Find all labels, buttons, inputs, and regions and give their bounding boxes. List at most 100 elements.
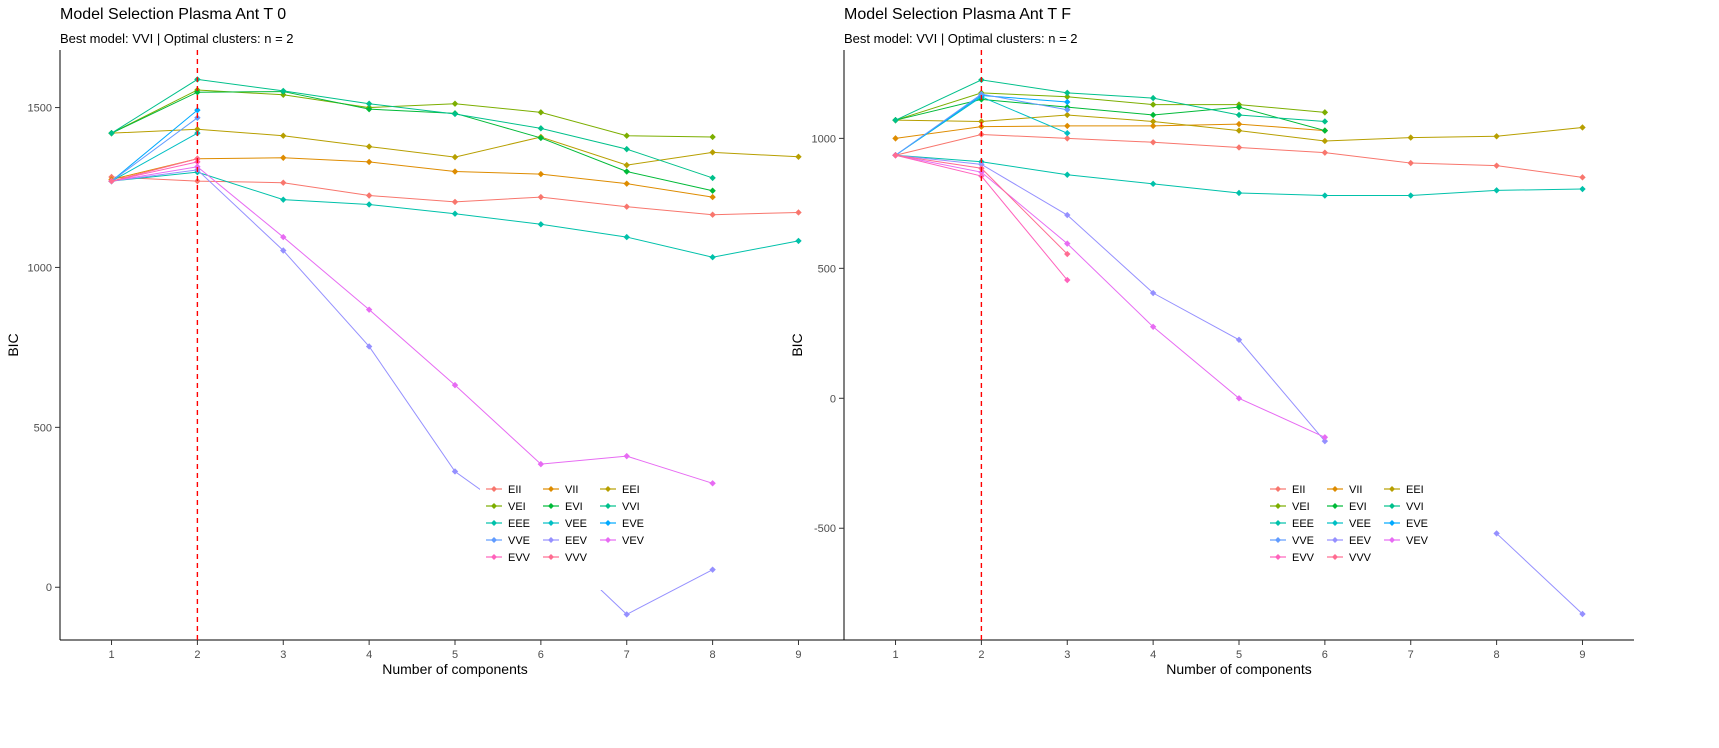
data-point-vii — [892, 135, 899, 142]
legend-label-vve: VVE — [1292, 535, 1314, 547]
series-line-vei — [895, 92, 1325, 121]
data-point-vev — [623, 452, 630, 460]
legend-background — [1264, 478, 1449, 590]
legend-key-point — [1389, 537, 1395, 543]
series-line-evi — [895, 98, 1326, 132]
chart-plot-right: 1 2 3 4 5 6 7 8 9 -500 0 500 1000 Number of component… — [789, 50, 1634, 677]
x-tick-label: 5 — [1236, 649, 1242, 661]
legend-key-point — [1275, 520, 1281, 526]
x-tick-label: 2 — [978, 649, 984, 661]
data-point-evi — [1321, 127, 1329, 134]
data-point-vev — [1064, 240, 1071, 247]
legend-key-point — [1275, 537, 1281, 543]
data-point-vii — [537, 170, 545, 178]
data-point-vee — [1064, 129, 1071, 137]
data-point-eii — [623, 203, 630, 210]
data-point-eii — [1493, 162, 1500, 169]
data-point-vii — [280, 154, 287, 161]
series-line-evv — [111, 161, 198, 182]
legend-key-point — [1275, 503, 1281, 509]
data-point-eei — [1579, 124, 1586, 131]
data-point-eev — [1064, 211, 1071, 219]
data-point-eev — [1579, 610, 1586, 618]
data-point-eee — [537, 221, 545, 228]
data-point-eev — [1321, 437, 1329, 445]
data-point-eee — [1579, 185, 1586, 193]
legend-key-point — [1332, 503, 1338, 509]
x-axis-label: Number of components — [382, 661, 528, 677]
data-point-eei — [1064, 111, 1071, 119]
data-point-eev — [709, 566, 716, 573]
data-point-evi — [194, 89, 201, 96]
legend-label-vei: VEI — [1292, 501, 1310, 513]
legend-key-point — [605, 537, 611, 543]
y-tick-label: 500 — [34, 422, 52, 434]
x-tick-label: 4 — [1150, 649, 1156, 661]
data-point-vei — [451, 100, 459, 107]
data-point-eii — [1579, 174, 1586, 181]
legend-key-point — [1332, 537, 1338, 543]
legend-key-point — [605, 503, 611, 509]
data-point-evi — [623, 168, 630, 175]
legend-label-eee: EEE — [1292, 518, 1314, 530]
legend-label-evi: EVI — [565, 501, 583, 513]
data-point-vvi — [623, 145, 630, 153]
series-line-eii — [895, 133, 1583, 178]
series-line-eev — [895, 154, 1326, 442]
chart-title: Model Selection Plasma Ant T 0 — [60, 6, 287, 23]
data-point-vvi — [1321, 118, 1329, 125]
data-point-vvi — [1149, 94, 1157, 102]
y-tick-label: 1000 — [812, 133, 836, 145]
legend-label-eve: EVE — [1406, 518, 1428, 530]
legend-key-point — [1389, 486, 1395, 492]
legend-key-point — [1332, 520, 1338, 526]
data-point-vei — [1149, 101, 1157, 108]
series-line-evi — [111, 91, 713, 192]
data-point-vev — [1235, 395, 1243, 402]
data-point-eii — [1321, 149, 1329, 156]
legend-label-vvv: VVV — [1349, 552, 1372, 564]
data-point-eev — [1235, 336, 1243, 344]
data-point-eee — [280, 196, 287, 203]
chart-plot-left: 1 2 3 4 5 6 7 8 9 0 500 1000 1500 Number of component… — [5, 50, 850, 677]
data-point-vvv — [108, 177, 115, 185]
data-point-eev — [365, 343, 373, 350]
data-point-eee — [1493, 187, 1500, 194]
data-point-eee — [451, 210, 459, 217]
data-point-vvi — [1064, 89, 1071, 97]
data-point-vei — [709, 133, 716, 141]
data-point-eei — [1321, 137, 1329, 145]
legend-label-vvi: VVI — [1406, 501, 1424, 513]
legend-key-point — [548, 554, 554, 560]
x-tick-label: 2 — [194, 649, 200, 661]
data-point-vev — [1321, 434, 1329, 441]
series-line-vei — [111, 89, 713, 138]
data-point-vvi — [892, 116, 899, 124]
data-point-eii — [451, 198, 459, 206]
legend-key-point — [491, 537, 497, 543]
data-point-eii — [1407, 159, 1414, 167]
data-point-eei — [623, 161, 630, 169]
y-tick-label: 0 — [46, 582, 52, 594]
series-line-eee — [895, 154, 1583, 197]
data-point-eei — [1407, 134, 1414, 141]
data-point-evi — [365, 105, 373, 113]
legend-key-point — [491, 486, 497, 492]
data-point-eei — [280, 132, 287, 139]
data-point-vii — [451, 168, 459, 175]
y-tick-label: 1000 — [28, 262, 52, 274]
y-axis-label: BIC — [5, 333, 21, 356]
data-point-vvi — [365, 100, 373, 107]
y-tick-label: 0 — [830, 393, 836, 405]
data-point-vvi — [537, 125, 545, 132]
series-line-vvi — [895, 79, 1325, 122]
legend-label-vei: VEI — [508, 501, 526, 513]
legend-key-point — [491, 554, 497, 560]
data-point-vii — [1064, 122, 1071, 130]
series-line-vev — [895, 154, 1326, 438]
data-point-eii — [194, 177, 201, 185]
legend-label-vev: VEV — [1406, 535, 1429, 547]
data-point-eii — [709, 211, 716, 218]
series-line-vev — [111, 166, 713, 484]
chart-panel-right: Model Selection Plasma Ant T F Best mode… — [784, 0, 1644, 748]
